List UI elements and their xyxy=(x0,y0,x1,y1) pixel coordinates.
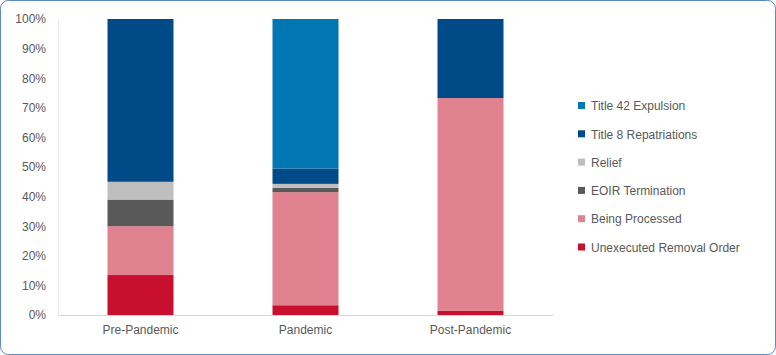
legend-label: Being Processed xyxy=(591,212,682,226)
bar-segment xyxy=(273,192,339,305)
x-tick-label: Post-Pandemic xyxy=(430,323,511,337)
y-tick: 80% xyxy=(22,72,58,86)
legend-item: Title 8 Repatriations xyxy=(578,128,697,142)
bar-segment xyxy=(273,305,339,315)
y-tick: 100% xyxy=(15,12,58,26)
y-tick: 40% xyxy=(22,190,58,204)
series xyxy=(108,182,339,200)
legend-label: Title 42 Expulsion xyxy=(591,99,685,113)
y-tick-label: 60% xyxy=(22,131,46,145)
legend-label: Unexecuted Removal Order xyxy=(591,241,740,255)
x-axis-line xyxy=(59,315,554,316)
legend-swatch xyxy=(578,130,585,137)
legend-swatch xyxy=(578,215,585,222)
y-tick: 90% xyxy=(22,42,58,56)
bar-segment xyxy=(438,19,504,98)
legend-swatch xyxy=(578,159,585,166)
legend: Title 42 Expulsion Title 8 Repatriations R… xyxy=(578,99,740,255)
y-tick: 0% xyxy=(29,308,58,322)
legend-label: EOIR Termination xyxy=(591,184,685,198)
x-tick: Pre-Pandemic xyxy=(102,315,178,337)
y-tick: 20% xyxy=(22,249,58,263)
bars xyxy=(108,19,504,315)
plot: 0% 10% 20% 30% 40% 50% 60% 70% 80% 90% 100% Pre-Pan… xyxy=(15,12,553,336)
y-tick-label: 20% xyxy=(22,249,46,263)
legend-label: Title 8 Repatriations xyxy=(591,128,697,142)
legend-item: Unexecuted Removal Order xyxy=(578,241,740,255)
y-tick-label: 0% xyxy=(29,308,47,322)
chart-frame xyxy=(1,1,776,355)
y-tick-label: 10% xyxy=(22,279,46,293)
bar-segment xyxy=(438,98,504,311)
x-tick: Pandemic xyxy=(279,315,332,337)
x-tick-label: Pandemic xyxy=(279,323,332,337)
bar-segment xyxy=(108,19,174,20)
y-tick-label: 30% xyxy=(22,220,46,234)
legend-swatch xyxy=(578,244,585,251)
bar-segment xyxy=(108,182,174,200)
legend-item: Title 42 Expulsion xyxy=(578,99,685,113)
y-tick: 70% xyxy=(22,101,58,115)
y-tick-label: 40% xyxy=(22,190,46,204)
series xyxy=(273,19,339,168)
y-tick-label: 70% xyxy=(22,101,46,115)
bar-segment xyxy=(273,188,339,192)
x-tick: Post-Pandemic xyxy=(430,315,511,337)
bar-segment xyxy=(108,19,174,182)
bar-segment xyxy=(108,275,174,315)
y-axis-line xyxy=(58,20,59,316)
y-tick: 10% xyxy=(22,279,58,293)
bar-segment xyxy=(108,200,174,227)
legend-label: Relief xyxy=(591,156,622,170)
bar-segment xyxy=(273,184,339,188)
bar-segment xyxy=(273,19,339,168)
bar-segment xyxy=(108,226,174,275)
y-tick: 60% xyxy=(22,131,58,145)
bar-segment xyxy=(273,168,339,183)
legend-swatch xyxy=(578,102,585,109)
bar-segment xyxy=(438,19,504,20)
series xyxy=(108,19,504,184)
x-axis: Pre-Pandemic Pandemic Post-Pandemic xyxy=(59,315,554,337)
legend-item: Relief xyxy=(578,156,622,170)
y-tick-label: 90% xyxy=(22,42,46,56)
x-tick-label: Pre-Pandemic xyxy=(102,323,178,337)
y-axis: 0% 10% 20% 30% 40% 50% 60% 70% 80% 90% 100% xyxy=(15,12,58,322)
y-tick-label: 100% xyxy=(15,12,46,26)
y-tick-label: 50% xyxy=(22,160,46,174)
y-tick-label: 80% xyxy=(22,72,46,86)
y-tick: 30% xyxy=(22,220,58,234)
legend-swatch xyxy=(578,187,585,194)
y-tick: 50% xyxy=(22,160,58,174)
legend-item: EOIR Termination xyxy=(578,184,685,198)
legend-item: Being Processed xyxy=(578,212,682,226)
bar-segment xyxy=(438,311,504,315)
chart: 0% 10% 20% 30% 40% 50% 60% 70% 80% 90% 100% Pre-Pan… xyxy=(0,0,776,355)
